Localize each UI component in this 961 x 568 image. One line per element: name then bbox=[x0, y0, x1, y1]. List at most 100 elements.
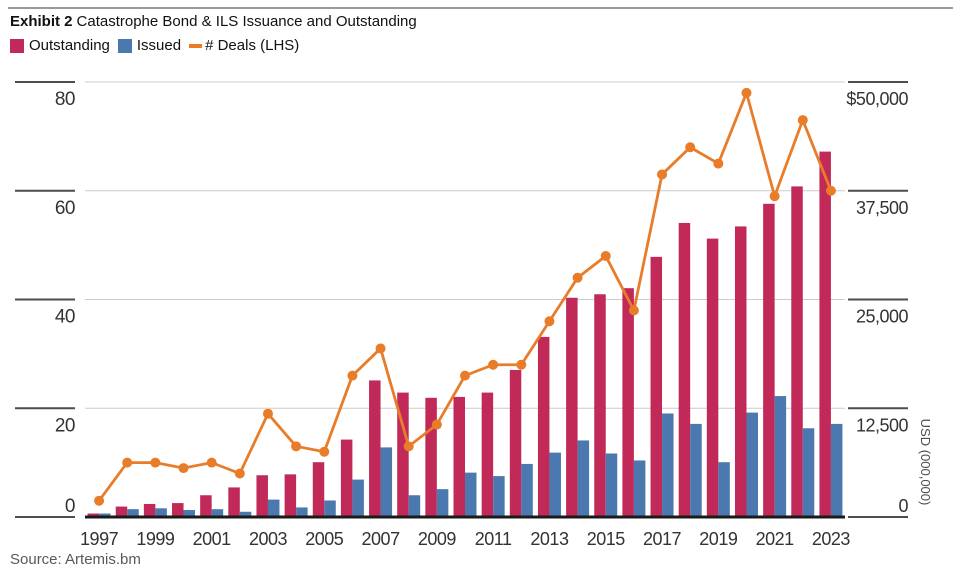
issued-swatch-icon bbox=[117, 38, 132, 53]
issued-bar bbox=[211, 509, 224, 517]
outstanding-bar bbox=[284, 474, 297, 517]
issued-bar bbox=[577, 440, 590, 517]
deals-line-marker bbox=[94, 495, 105, 506]
left-axis-label: 40 bbox=[55, 307, 75, 328]
deals-line-marker bbox=[741, 87, 752, 98]
outstanding-bar bbox=[453, 396, 465, 517]
deals-line-marker bbox=[375, 343, 386, 354]
deals-line-marker bbox=[431, 419, 442, 430]
issued-bar bbox=[774, 396, 787, 517]
deals-line-marker bbox=[488, 359, 499, 370]
outstanding-bar bbox=[763, 203, 775, 518]
right-axis-title: USD (000,000) bbox=[918, 419, 933, 506]
deals-line-marker bbox=[516, 359, 527, 370]
deals-line-marker bbox=[713, 158, 724, 169]
outstanding-bar bbox=[115, 506, 128, 517]
issued-bar bbox=[380, 447, 393, 517]
outstanding-bar bbox=[509, 369, 522, 517]
legend-label-deals: # Deals (LHS) bbox=[205, 37, 300, 54]
outstanding-bar bbox=[537, 336, 550, 517]
deals-line-marker bbox=[150, 457, 161, 468]
outstanding-swatch-icon bbox=[10, 38, 24, 53]
deals-line-marker bbox=[122, 457, 133, 468]
outstanding-bar bbox=[312, 462, 325, 517]
outstanding-bar bbox=[369, 380, 381, 517]
left-axis-label: 0 bbox=[65, 496, 75, 517]
right-axis-label: $50,000 bbox=[846, 89, 908, 109]
deals-line-marker bbox=[600, 251, 611, 261]
deals-line-swatch-icon bbox=[189, 43, 203, 48]
issued-bar bbox=[352, 479, 364, 517]
outstanding-bar bbox=[706, 238, 719, 517]
outstanding-bar bbox=[566, 297, 578, 517]
exhibit-title: Exhibit 2 Catastrophe Bond & ILS Issuance… bbox=[10, 13, 417, 30]
x-axis-label: 2023 bbox=[812, 529, 851, 549]
source-note: Source: Artemis.bm bbox=[10, 551, 141, 568]
outstanding-bar bbox=[87, 513, 100, 517]
deals-line-marker bbox=[178, 463, 189, 474]
deals-line-marker bbox=[628, 305, 639, 316]
x-axis-label: 1997 bbox=[80, 529, 119, 549]
outstanding-bar bbox=[200, 495, 212, 517]
top-rule bbox=[8, 7, 953, 9]
deals-line-marker bbox=[319, 446, 330, 457]
issued-bar bbox=[549, 452, 561, 517]
outstanding-bar bbox=[340, 439, 353, 517]
issued-bar bbox=[155, 508, 167, 517]
deals-line-marker bbox=[544, 316, 555, 327]
outstanding-bar bbox=[622, 288, 634, 517]
outstanding-bar bbox=[481, 392, 494, 517]
deals-line-marker bbox=[347, 370, 358, 381]
right-axis-label: 0 bbox=[898, 496, 908, 516]
issued-bar bbox=[690, 423, 702, 517]
issued-bar bbox=[465, 472, 477, 517]
issued-bar bbox=[267, 499, 280, 517]
outstanding-bar bbox=[734, 226, 747, 518]
issued-bar bbox=[633, 460, 646, 517]
issued-bar bbox=[99, 513, 111, 517]
issued-bar bbox=[324, 500, 336, 517]
issued-bar bbox=[662, 413, 674, 517]
legend-item-deals: # Deals (LHS) bbox=[189, 37, 299, 54]
x-axis-label: 2019 bbox=[699, 529, 738, 549]
deals-line-marker bbox=[657, 169, 668, 180]
chart-legend: Outstanding Issued # Deals (LHS) bbox=[10, 37, 307, 54]
issued-bar bbox=[408, 495, 421, 517]
x-axis-label: 2007 bbox=[362, 529, 401, 549]
outstanding-bar bbox=[425, 397, 437, 517]
deals-line-marker bbox=[291, 441, 302, 452]
x-axis-label: 2013 bbox=[530, 529, 569, 549]
outstanding-bar bbox=[397, 392, 409, 517]
x-axis-label: 2021 bbox=[756, 529, 795, 549]
deals-line-marker bbox=[797, 115, 808, 126]
x-axis-label: 2001 bbox=[193, 529, 232, 549]
outstanding-bar bbox=[172, 503, 184, 517]
issued-bar bbox=[493, 476, 505, 517]
right-axis-label: 37,500 bbox=[856, 198, 909, 218]
issued-bar bbox=[521, 463, 533, 517]
deals-line-marker bbox=[685, 142, 696, 153]
outstanding-bar bbox=[228, 487, 240, 517]
deals-line-marker bbox=[262, 408, 273, 419]
left-axis-label: 60 bbox=[55, 198, 75, 219]
left-axis-label: 20 bbox=[55, 415, 75, 436]
outstanding-bar bbox=[256, 475, 268, 517]
x-axis-label: 2009 bbox=[418, 529, 457, 549]
exhibit-number: Exhibit 2 bbox=[10, 13, 73, 30]
issued-bar bbox=[802, 428, 815, 517]
outstanding-bar bbox=[594, 294, 606, 517]
deals-line-marker bbox=[234, 468, 245, 479]
legend-label-outstanding: Outstanding bbox=[29, 37, 110, 54]
deals-line-marker bbox=[769, 191, 780, 202]
issued-bar bbox=[830, 423, 843, 517]
x-axis-label: 1999 bbox=[136, 529, 175, 549]
deals-line-marker bbox=[206, 457, 217, 468]
deals-line-marker bbox=[403, 441, 414, 452]
legend-label-issued: Issued bbox=[136, 37, 182, 54]
issued-bar bbox=[183, 510, 196, 517]
outstanding-bar bbox=[143, 503, 156, 517]
outstanding-bar bbox=[819, 151, 831, 517]
x-axis-label: 2005 bbox=[305, 529, 344, 549]
outstanding-bar bbox=[678, 222, 691, 517]
